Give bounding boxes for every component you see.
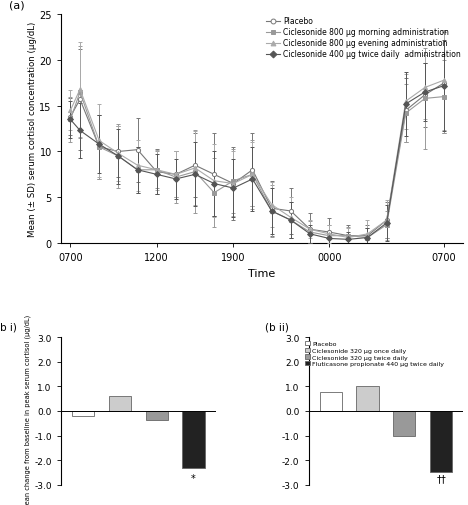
- Y-axis label: Mean (± SD) serum cortisol concentration (µg/dL): Mean (± SD) serum cortisol concentration…: [28, 22, 37, 237]
- Text: (b i): (b i): [0, 322, 17, 332]
- X-axis label: Time: Time: [249, 268, 276, 278]
- Bar: [109, 396, 131, 411]
- Text: (b ii): (b ii): [265, 322, 289, 332]
- Text: *: *: [191, 473, 196, 483]
- Bar: [183, 411, 205, 468]
- Bar: [72, 411, 94, 416]
- Bar: [393, 411, 416, 436]
- Legend: Placebo, Ciclesonide 800 µg morning administration, Ciclesonide 800 µg evening a: Placebo, Ciclesonide 800 µg morning admi…: [265, 16, 462, 61]
- Bar: [320, 393, 342, 411]
- Bar: [146, 411, 168, 420]
- Text: ††: ††: [436, 473, 446, 483]
- Bar: [357, 386, 379, 411]
- Legend: Placebo, Ciclesonide 320 µg once daily, Ciclesonide 320 µg twice daily, Fluticas: Placebo, Ciclesonide 320 µg once daily, …: [304, 340, 445, 367]
- Bar: [430, 411, 452, 473]
- Y-axis label: Mean change from baseline in peak serum cortisol (µg/dL): Mean change from baseline in peak serum …: [25, 314, 31, 505]
- Text: (a): (a): [8, 1, 24, 11]
